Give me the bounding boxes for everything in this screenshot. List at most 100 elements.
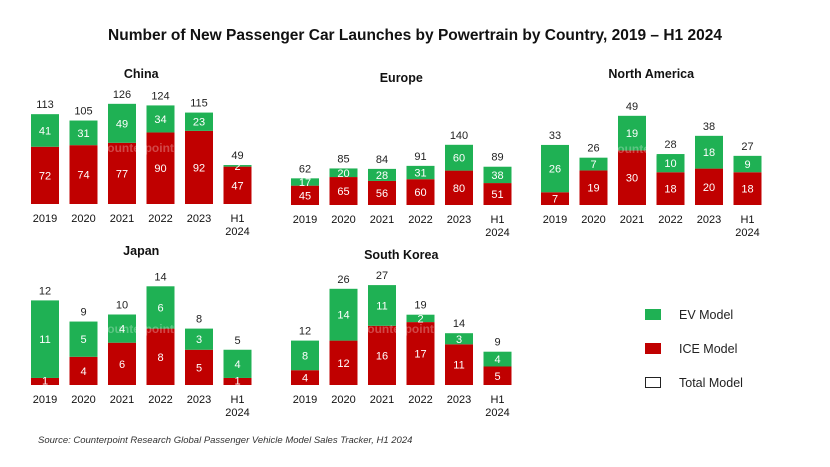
label-ev: 11 [39, 334, 50, 346]
legend-item-ice: ICE Model [645, 340, 743, 357]
label-ice: 90 [154, 163, 166, 175]
bar-ev [291, 178, 319, 186]
label-total: 126 [113, 89, 131, 101]
label-total: 26 [337, 274, 349, 286]
bar-ev [445, 144, 473, 171]
label-ice: 1 [42, 376, 48, 388]
tick-label: 2019 [293, 214, 317, 226]
tick-label: 2023 [187, 394, 211, 406]
bar-ice [483, 183, 512, 205]
label-total: 26 [587, 143, 599, 155]
bar-ev [146, 105, 175, 133]
label-ev: 14 [337, 310, 349, 322]
bar-ice [541, 192, 569, 205]
bar-ice [69, 356, 98, 385]
label-total: 49 [626, 101, 638, 113]
label-total: 124 [151, 90, 169, 102]
label-ice: 6 [119, 359, 125, 371]
bar-ev [146, 286, 175, 329]
watermark: Counterpoint [359, 142, 434, 156]
bar-ice [108, 342, 136, 385]
label-ice: 56 [376, 188, 388, 200]
label-ev: 2 [417, 313, 423, 325]
label-ice: 17 [414, 349, 426, 361]
label-ev: 34 [154, 114, 166, 126]
label-ice: 1 [234, 376, 240, 388]
bar-ice [656, 172, 685, 205]
bar-ev [108, 103, 136, 143]
tick-label: 2020 [331, 214, 355, 226]
bar-ice [291, 185, 319, 205]
label-ev: 3 [456, 334, 462, 346]
label-total: 12 [39, 285, 51, 297]
label-ice: 11 [453, 360, 464, 372]
label-ice: 18 [664, 184, 676, 196]
watermark: Counterpoint [99, 322, 174, 336]
label-ice: 80 [453, 183, 465, 195]
bar-ev [329, 288, 358, 341]
watermark: Counterpoint [99, 141, 174, 155]
label-total: 33 [549, 130, 561, 142]
label-ice: 51 [491, 189, 503, 201]
label-ice: 12 [337, 358, 349, 370]
label-total: 84 [376, 154, 388, 166]
label-ev: 49 [116, 118, 128, 130]
label-total: 89 [491, 152, 503, 164]
bar-ice [223, 377, 252, 385]
bar-ev [445, 333, 473, 345]
tick-label: 2022 [148, 213, 172, 225]
tick-label: 2019 [293, 394, 317, 406]
label-ev: 38 [491, 170, 503, 182]
bar-ev [291, 340, 319, 371]
bar-ev [733, 155, 762, 173]
bar-ice [291, 370, 319, 385]
label-ice: 47 [231, 180, 243, 192]
bar-ev [108, 314, 136, 343]
bar-ice [733, 172, 762, 205]
label-total: 38 [703, 121, 715, 133]
tick-label: 2023 [447, 214, 471, 226]
bar-ev [368, 285, 396, 326]
bar-ice [146, 132, 175, 204]
legend-item-ev: EV Model [645, 306, 743, 323]
label-ice: 77 [116, 168, 128, 180]
bar-ev [185, 112, 213, 131]
bar-ice [31, 377, 59, 385]
legend-swatch-ice [645, 343, 661, 354]
bar-ice [31, 146, 59, 204]
legend-swatch-total [645, 377, 661, 388]
chart-title: Number of New Passenger Car Launches by … [108, 27, 722, 44]
label-ev: 10 [664, 158, 676, 170]
bar-ev [656, 154, 685, 173]
panel-china: China 72 41 113 2019 74 31 105 2020 77 49 126 2021 90… [31, 67, 252, 238]
bar-ev [329, 168, 358, 178]
panel-title: North America [608, 67, 695, 81]
bar-ice [223, 166, 252, 204]
label-ev: 31 [414, 168, 426, 180]
label-total: 62 [299, 163, 311, 175]
panel-north-america: North America726332019197262020301949202… [541, 67, 762, 239]
tick-label: 2022 [148, 394, 172, 406]
label-ev: 18 [703, 147, 715, 159]
chart-source: Source: Counterpoint Research Global Pas… [38, 435, 412, 446]
watermark: Counterpoint [609, 142, 684, 156]
panel-south-korea: South Korea 4 8 12 2019 12 14 26 2020 16 11 27 2021 1… [291, 248, 512, 419]
label-ev: 9 [744, 159, 750, 171]
label-total: 27 [376, 270, 388, 282]
bar-ice [483, 366, 512, 385]
label-ev: 11 [376, 300, 387, 312]
tick-label: 2019 [33, 213, 57, 225]
label-ev: 41 [39, 125, 51, 137]
panel-title: Japan [123, 244, 159, 258]
bar-ev [31, 300, 59, 378]
watermark: Counterpoint [359, 322, 434, 336]
tick-label: 2022 [658, 214, 682, 226]
label-total: 8 [196, 314, 202, 326]
bar-ev [579, 157, 608, 171]
legend-item-total: Total Model [645, 374, 743, 391]
label-ev: 23 [193, 117, 205, 129]
tick-label: H1 2024 [485, 214, 509, 239]
bar-ev [223, 165, 252, 167]
bar-ev [406, 165, 435, 180]
panel-japan: Japan11112201945920206410202186142022538… [31, 244, 252, 419]
